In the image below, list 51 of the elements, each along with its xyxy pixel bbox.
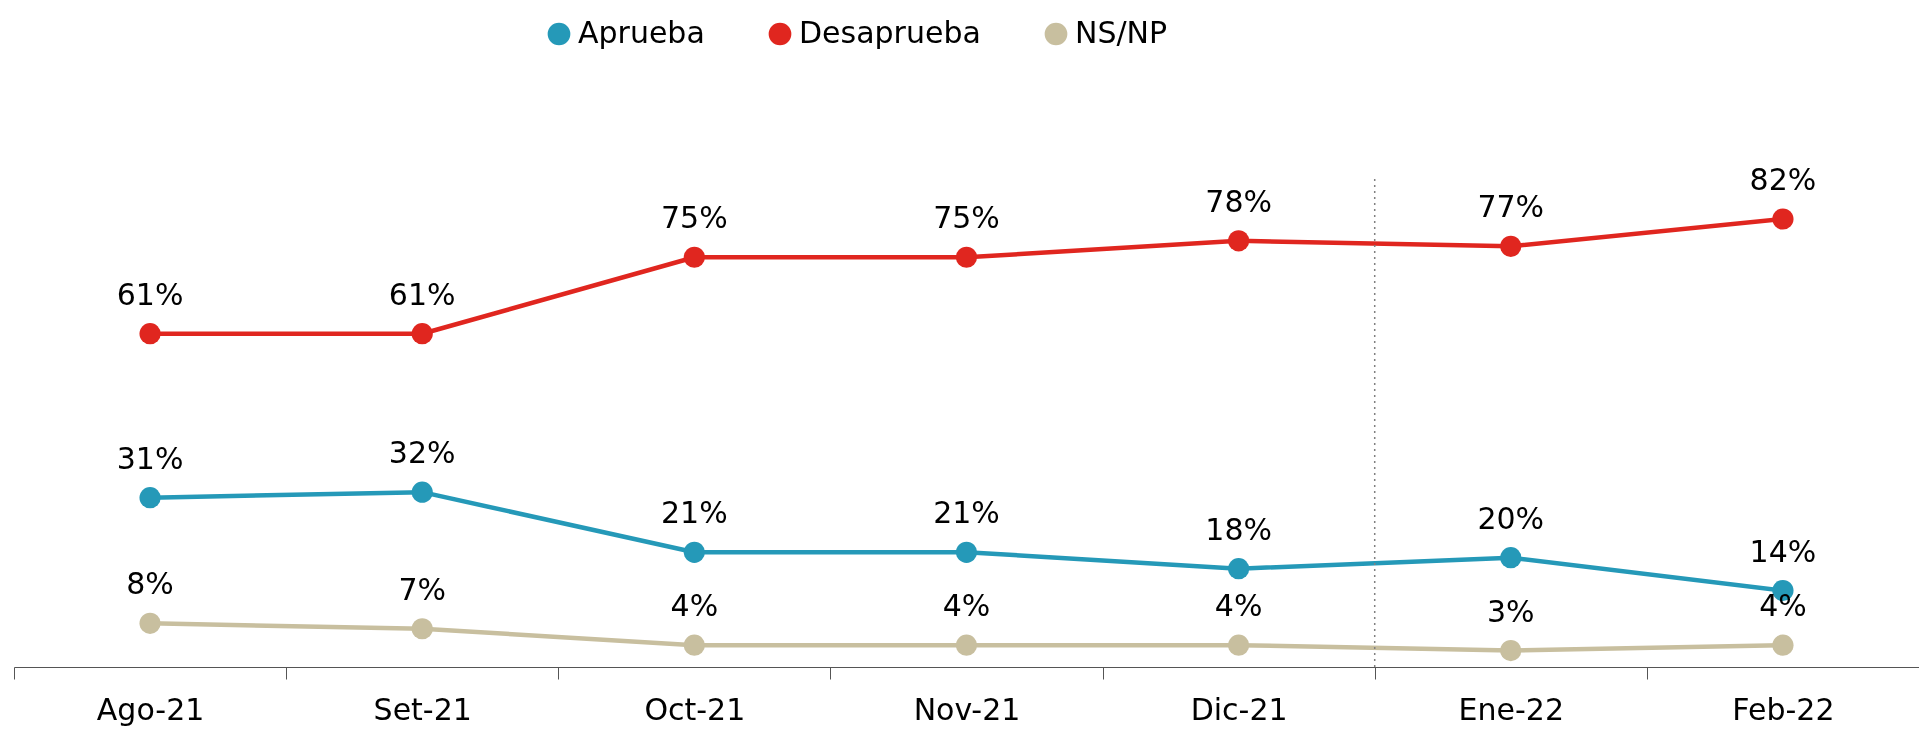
data-label: 3%	[1486, 593, 1535, 629]
point	[1228, 230, 1250, 252]
point	[955, 246, 978, 268]
data-label: 4%	[1214, 588, 1263, 624]
x-tick-label: Oct-21	[644, 691, 746, 727]
data-label: 77%	[1477, 189, 1545, 225]
data-label: 21%	[661, 495, 728, 531]
point	[683, 541, 705, 563]
x-tick-label: Feb-22	[1732, 691, 1835, 727]
point	[1228, 634, 1250, 656]
point	[955, 541, 978, 563]
data-label: 18%	[1205, 511, 1272, 547]
point	[1500, 235, 1522, 257]
point	[683, 634, 705, 656]
x-tick-label: Nov-21	[913, 691, 1021, 727]
data-label: 4%	[670, 588, 719, 624]
legend-label: NS/NP	[1075, 15, 1168, 50]
data-label: 75%	[661, 200, 728, 236]
data-label: 14%	[1749, 533, 1817, 569]
point	[955, 634, 978, 656]
x-tick-label: Ene-22	[1458, 691, 1564, 727]
point	[1772, 634, 1794, 656]
data-label: 20%	[1477, 500, 1545, 536]
data-label: 61%	[116, 276, 184, 312]
data-label: 7%	[398, 571, 447, 607]
point	[411, 323, 433, 345]
point	[139, 323, 161, 345]
point	[1228, 558, 1250, 580]
x-tick-label: Dic-21	[1190, 691, 1288, 727]
point	[1772, 208, 1794, 230]
point	[683, 246, 705, 268]
legend-label: Desaprueba	[799, 15, 981, 50]
data-label: 61%	[388, 276, 456, 312]
data-label: 8%	[126, 566, 174, 602]
data-label: 4%	[1759, 588, 1807, 624]
x-tick-label: Ago-21	[96, 691, 205, 727]
legend-label: Aprueba	[578, 15, 705, 50]
point	[139, 612, 161, 634]
data-label: 78%	[1205, 183, 1272, 219]
data-label: 75%	[933, 200, 1000, 236]
point	[139, 487, 161, 509]
x-tick-label: Set-21	[373, 691, 472, 727]
point	[1500, 640, 1522, 662]
data-label: 21%	[933, 495, 1000, 531]
data-label: 31%	[116, 440, 184, 476]
point	[411, 618, 433, 640]
data-label: 82%	[1749, 162, 1817, 197]
point	[1500, 547, 1522, 569]
data-label: 4%	[942, 588, 991, 624]
point	[411, 481, 433, 503]
data-label: 32%	[388, 435, 456, 471]
